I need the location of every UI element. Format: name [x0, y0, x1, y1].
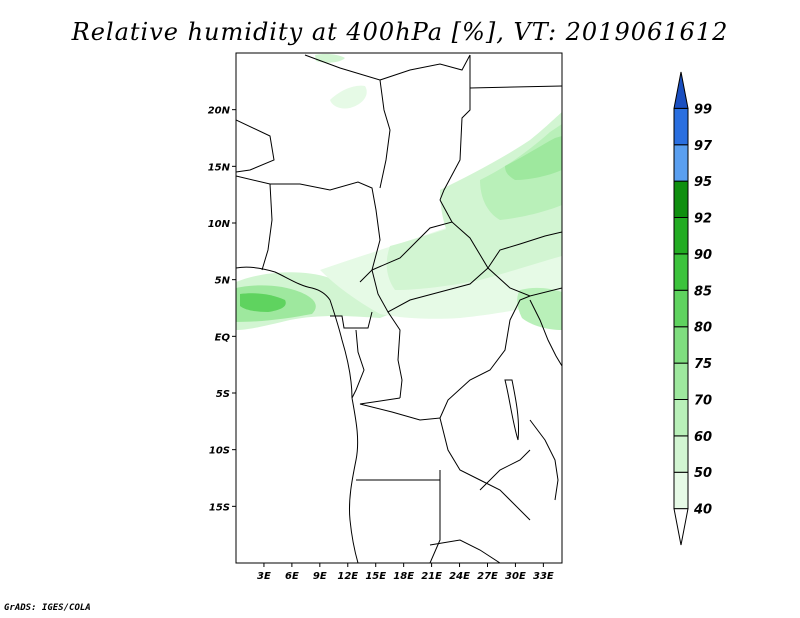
lat-label: 10N	[208, 219, 231, 230]
lon-label: 24E	[449, 571, 470, 582]
colorbar-label: 97	[694, 139, 713, 154]
lon-label: 33E	[533, 571, 554, 582]
lon-label: 3E	[257, 571, 271, 582]
colorbar-segment	[673, 508, 689, 546]
lon-label: 21E	[421, 571, 442, 582]
colorbar-segment	[673, 362, 689, 400]
colorbar-label: 90	[694, 248, 712, 263]
colorbar-label: 70	[694, 393, 712, 408]
lon-label: 6E	[285, 571, 299, 582]
colorbar-segment	[673, 144, 689, 182]
colorbar-segment	[673, 289, 689, 328]
map-title: Relative humidity at 400hPa [%], VT: 201…	[71, 18, 729, 46]
colorbar-label: 85	[694, 284, 712, 299]
lat-label: 5N	[215, 276, 231, 287]
latitude-labels: 20N 15N 10N 5N EQ 5S 10S 15S	[208, 106, 236, 513]
colorbar-segment	[673, 471, 689, 510]
colorbar-segment	[673, 107, 689, 146]
lon-label: 15E	[365, 571, 386, 582]
colorbar-segment	[673, 253, 689, 291]
colorbar-segment	[673, 217, 689, 255]
lat-label: 5S	[216, 389, 230, 400]
lon-label: 18E	[393, 571, 414, 582]
colorbar: 40 50 60 70 75 80 85 90 92 95 97 99	[673, 71, 713, 546]
humidity-field	[236, 54, 562, 330]
colorbar-label: 75	[694, 357, 712, 372]
longitude-labels: 3E 6E 9E 12E 15E 18E 21E 24E 27E 30E 33E	[257, 563, 554, 582]
lat-label: EQ	[215, 332, 231, 343]
lat-label: 15S	[209, 502, 230, 513]
colorbar-segment	[673, 398, 689, 437]
country-borders	[236, 54, 562, 563]
colorbar-segment	[673, 180, 689, 219]
lon-label: 12E	[337, 571, 358, 582]
colorbar-label: 95	[694, 175, 712, 190]
lon-label: 9E	[313, 571, 327, 582]
lat-label: 15N	[208, 162, 231, 173]
colorbar-label: 50	[694, 466, 712, 481]
colorbar-segment	[673, 435, 689, 473]
map-frame	[235, 52, 563, 564]
credit-label: GrADS: IGES/COLA	[4, 603, 91, 613]
lat-label: 20N	[208, 106, 231, 117]
colorbar-label: 80	[694, 321, 712, 336]
colorbar-label: 99	[694, 102, 712, 117]
map-canvas: 20N 15N 10N 5N EQ 5S 10S 15S 3E 6E 9E 12E 15E 18E 21E…	[208, 52, 713, 582]
lon-label: 30E	[505, 571, 526, 582]
lat-label: 10S	[209, 446, 230, 457]
colorbar-segment	[673, 326, 689, 364]
colorbar-label: 60	[694, 430, 712, 445]
lon-label: 27E	[477, 571, 498, 582]
colorbar-label: 40	[693, 503, 712, 518]
colorbar-label: 92	[694, 212, 712, 227]
colorbar-segment	[673, 71, 689, 109]
